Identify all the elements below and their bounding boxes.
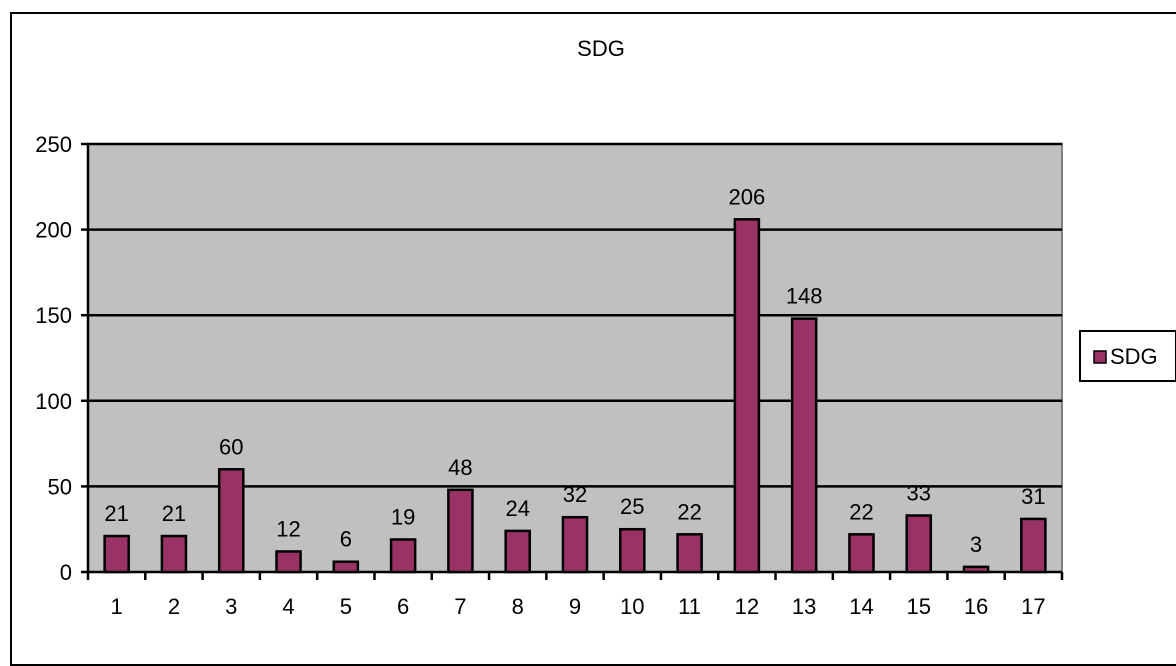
bar (1020, 517, 1047, 574)
x-tick-label: 4 (282, 594, 294, 619)
data-label: 6 (340, 527, 352, 552)
data-label: 31 (1021, 484, 1045, 509)
data-label: 32 (563, 482, 587, 507)
bar (676, 533, 703, 574)
bar (733, 218, 761, 574)
data-label: 25 (620, 494, 644, 519)
x-tick-label: 2 (168, 594, 180, 619)
data-label: 206 (729, 184, 766, 209)
x-tick-label: 5 (340, 594, 352, 619)
legend-label: SDG (1110, 344, 1158, 369)
data-label: 3 (970, 532, 982, 557)
bar (332, 560, 360, 574)
x-tick-label: 12 (735, 594, 759, 619)
bar (504, 529, 531, 574)
bar (790, 317, 818, 574)
plot-area: 0501001502002502112126031246519648724832… (35, 132, 1064, 619)
x-tick-label: 13 (792, 594, 816, 619)
data-label: 21 (162, 501, 186, 526)
x-tick-label: 1 (111, 594, 123, 619)
y-tick-label: 250 (35, 132, 72, 157)
y-tick-label: 0 (60, 560, 72, 585)
bar (561, 515, 589, 574)
bar (389, 538, 417, 574)
bar (619, 527, 646, 574)
data-label: 22 (849, 499, 873, 524)
data-label: 48 (448, 455, 472, 480)
data-label: 19 (391, 504, 415, 529)
bar (275, 550, 302, 574)
x-tick-label: 11 (678, 594, 701, 619)
data-label: 22 (677, 499, 701, 524)
plot-background (87, 143, 1063, 573)
bar (103, 534, 130, 574)
x-tick-label: 14 (849, 594, 873, 619)
bar (848, 533, 875, 574)
bar (217, 468, 245, 574)
x-tick-label: 6 (397, 594, 409, 619)
x-tick-label: 16 (964, 594, 988, 619)
chart-title: SDG (577, 36, 625, 61)
legend: SDG (1079, 330, 1176, 382)
x-tick-label: 7 (454, 594, 466, 619)
x-tick-label: 17 (1021, 594, 1045, 619)
x-tick-label: 8 (512, 594, 524, 619)
data-label: 148 (786, 284, 823, 309)
data-label: 12 (276, 516, 300, 541)
data-label: 24 (505, 496, 529, 521)
bar (905, 514, 933, 574)
y-tick-label: 100 (35, 389, 72, 414)
y-tick-label: 200 (35, 218, 72, 243)
x-tick-label: 10 (620, 594, 644, 619)
bar (962, 565, 990, 574)
bar (447, 488, 474, 574)
x-tick-label: 9 (569, 594, 581, 619)
legend-swatch (1093, 350, 1107, 364)
data-label: 60 (219, 434, 243, 459)
y-tick-label: 150 (35, 303, 72, 328)
data-label: 21 (104, 501, 128, 526)
x-tick-label: 3 (225, 594, 237, 619)
bar (160, 534, 188, 574)
data-label: 33 (907, 481, 931, 506)
y-tick-label: 50 (48, 474, 72, 499)
x-tick-label: 15 (907, 594, 931, 619)
